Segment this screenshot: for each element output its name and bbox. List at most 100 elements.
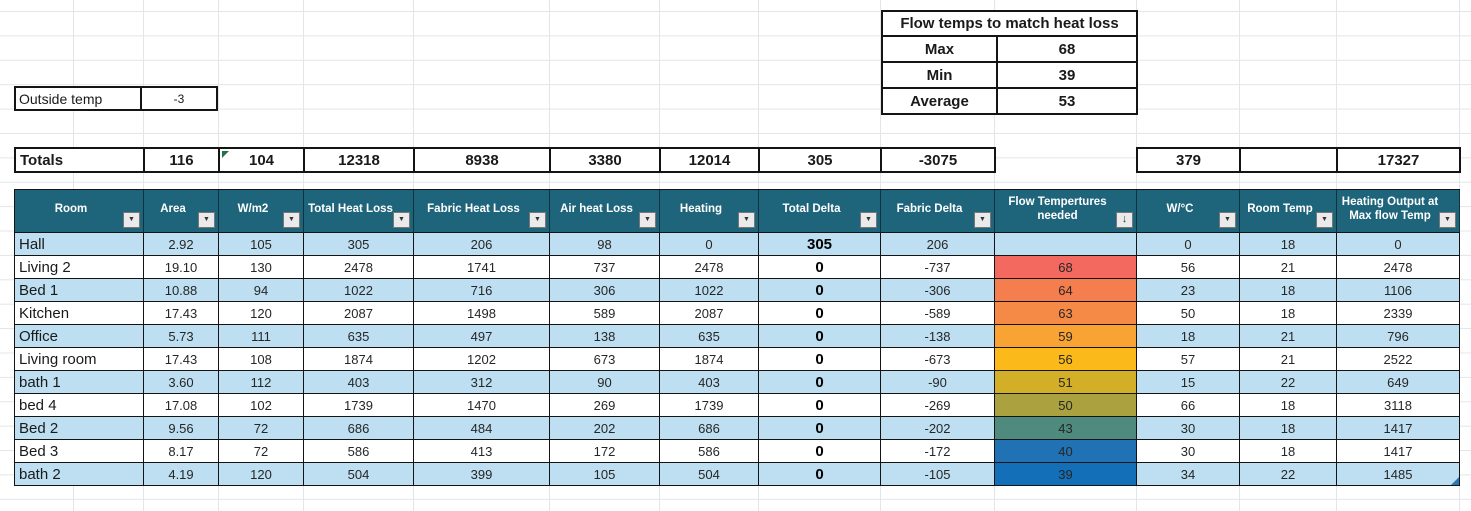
sort-filter-icon[interactable]: ↓ [1116,212,1133,228]
heating-output-cell[interactable]: 0 [1337,233,1460,256]
fabric-heat-loss-cell[interactable]: 484 [414,417,550,440]
total-delta-cell[interactable]: 305 [759,233,881,256]
fabric-heat-loss-cell[interactable]: 1741 [414,256,550,279]
air-heat-loss-cell[interactable]: 90 [550,371,660,394]
fabric-heat-loss-cell[interactable]: 1498 [414,302,550,325]
flow-temp-cell[interactable]: 51 [995,371,1137,394]
air-heat-loss-cell[interactable]: 98 [550,233,660,256]
flow-temp-cell[interactable]: 68 [995,256,1137,279]
heating-output-cell[interactable]: 2478 [1337,256,1460,279]
filter-dropdown-icon[interactable]: ▼ [1219,212,1236,228]
totals-label-cell[interactable]: Totals [14,147,145,173]
wm2-cell[interactable]: 111 [219,325,304,348]
total-delta-cell[interactable]: 0 [759,371,881,394]
totals-fabric-heat-loss-cell[interactable]: 8938 [413,147,551,173]
flow-temp-cell[interactable]: 50 [995,394,1137,417]
total-delta-cell[interactable]: 0 [759,463,881,486]
flow-temp-cell[interactable] [995,233,1137,256]
wc-cell[interactable]: 23 [1137,279,1240,302]
fabric-delta-cell[interactable]: -90 [881,371,995,394]
room-temp-cell[interactable]: 18 [1240,417,1337,440]
filter-dropdown-icon[interactable]: ▼ [974,212,991,228]
total-heat-loss-cell[interactable]: 635 [304,325,414,348]
heating-cell[interactable]: 504 [660,463,759,486]
area-cell[interactable]: 3.60 [144,371,219,394]
air-heat-loss-cell[interactable]: 589 [550,302,660,325]
room-cell[interactable]: Hall [15,233,144,256]
totals-wm2-cell[interactable]: 104 [218,147,305,173]
wm2-cell[interactable]: 130 [219,256,304,279]
fabric-delta-cell[interactable]: -202 [881,417,995,440]
area-cell[interactable]: 9.56 [144,417,219,440]
total-heat-loss-cell[interactable]: 305 [304,233,414,256]
totals-total-delta-cell[interactable]: 305 [758,147,882,173]
fabric-delta-cell[interactable]: -105 [881,463,995,486]
heating-cell[interactable]: 2478 [660,256,759,279]
filter-dropdown-icon[interactable]: ▼ [198,212,215,228]
totals-fabric-delta-cell[interactable]: -3075 [880,147,996,173]
room-cell[interactable]: Living room [15,348,144,371]
flow-temp-cell[interactable]: 63 [995,302,1137,325]
heating-output-cell[interactable]: 649 [1337,371,1460,394]
area-cell[interactable]: 17.43 [144,302,219,325]
totals-heating-output-cell[interactable]: 17327 [1336,147,1461,173]
wm2-cell[interactable]: 94 [219,279,304,302]
totals-area-cell[interactable]: 116 [143,147,220,173]
heating-output-cell[interactable]: 1485 [1337,463,1460,486]
fabric-heat-loss-cell[interactable]: 413 [414,440,550,463]
air-heat-loss-cell[interactable]: 138 [550,325,660,348]
heating-cell[interactable]: 1874 [660,348,759,371]
fabric-delta-cell[interactable]: -737 [881,256,995,279]
area-cell[interactable]: 4.19 [144,463,219,486]
room-cell[interactable]: Office [15,325,144,348]
room-temp-cell[interactable]: 21 [1240,348,1337,371]
room-temp-cell[interactable]: 18 [1240,440,1337,463]
heating-cell[interactable]: 586 [660,440,759,463]
fabric-heat-loss-cell[interactable]: 312 [414,371,550,394]
average-label-cell[interactable]: Average [883,89,998,113]
min-label-cell[interactable]: Min [883,63,998,87]
wc-cell[interactable]: 18 [1137,325,1240,348]
flow-temps-title[interactable]: Flow temps to match heat loss [883,12,1136,37]
air-heat-loss-cell[interactable]: 172 [550,440,660,463]
area-cell[interactable]: 8.17 [144,440,219,463]
filter-dropdown-icon[interactable]: ▼ [1316,212,1333,228]
fabric-heat-loss-cell[interactable]: 206 [414,233,550,256]
total-heat-loss-cell[interactable]: 586 [304,440,414,463]
heating-cell[interactable]: 686 [660,417,759,440]
wc-cell[interactable]: 15 [1137,371,1240,394]
wm2-cell[interactable]: 105 [219,233,304,256]
room-cell[interactable]: Kitchen [15,302,144,325]
flow-temp-cell[interactable]: 40 [995,440,1137,463]
totals-total-heat-loss-cell[interactable]: 12318 [303,147,415,173]
max-label-cell[interactable]: Max [883,37,998,61]
air-heat-loss-cell[interactable]: 202 [550,417,660,440]
outside-temp-label-cell[interactable]: Outside temp [16,88,142,109]
flow-temp-cell[interactable]: 39 [995,463,1137,486]
fabric-heat-loss-cell[interactable]: 716 [414,279,550,302]
wc-cell[interactable]: 0 [1137,233,1240,256]
fabric-delta-cell[interactable]: -269 [881,394,995,417]
heating-cell[interactable]: 2087 [660,302,759,325]
heating-cell[interactable]: 1022 [660,279,759,302]
air-heat-loss-cell[interactable]: 306 [550,279,660,302]
wm2-cell[interactable]: 108 [219,348,304,371]
total-heat-loss-cell[interactable]: 504 [304,463,414,486]
wc-cell[interactable]: 50 [1137,302,1240,325]
room-cell[interactable]: bath 2 [15,463,144,486]
filter-dropdown-icon[interactable]: ▼ [529,212,546,228]
area-cell[interactable]: 10.88 [144,279,219,302]
max-value-cell[interactable]: 68 [1058,40,1076,58]
table-resize-handle[interactable] [1451,477,1459,485]
total-delta-cell[interactable]: 0 [759,394,881,417]
heating-output-cell[interactable]: 3118 [1337,394,1460,417]
filter-dropdown-icon[interactable]: ▼ [283,212,300,228]
totals-room-temp-cell[interactable] [1239,147,1338,173]
wc-cell[interactable]: 30 [1137,440,1240,463]
wm2-cell[interactable]: 72 [219,440,304,463]
room-temp-cell[interactable]: 22 [1240,371,1337,394]
wc-cell[interactable]: 56 [1137,256,1240,279]
wc-cell[interactable]: 66 [1137,394,1240,417]
fabric-delta-cell[interactable]: -138 [881,325,995,348]
total-heat-loss-cell[interactable]: 2087 [304,302,414,325]
